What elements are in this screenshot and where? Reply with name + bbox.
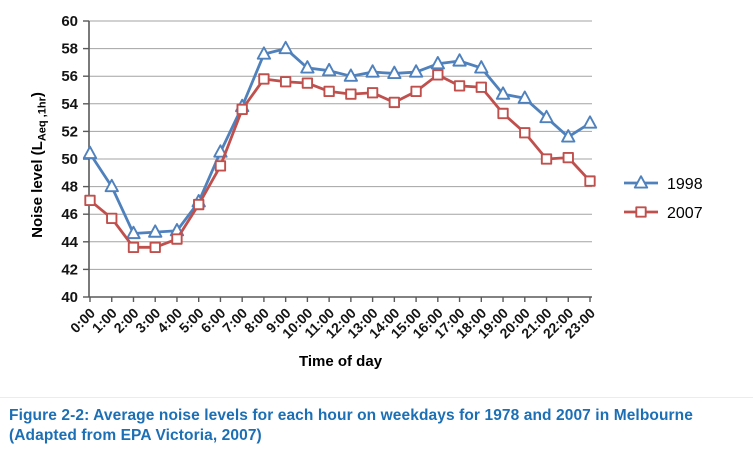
figure-caption: Figure 2-2: Average noise levels for eac… xyxy=(9,406,749,446)
legend-entry-1998: 1998 xyxy=(624,175,703,193)
square-marker xyxy=(366,87,379,99)
y-axis-title: Noise level (LAeq ,1hr) xyxy=(29,92,49,238)
square-marker xyxy=(475,81,487,93)
y-tick-label: 56 xyxy=(61,68,78,85)
triangle-marker xyxy=(495,86,511,100)
triangle-marker xyxy=(343,68,359,82)
triangle-marker xyxy=(474,60,489,74)
square-marker xyxy=(497,107,509,120)
y-tick-label: 44 xyxy=(61,234,78,251)
y-tick-label: 52 xyxy=(61,123,78,140)
square-marker xyxy=(236,103,248,115)
legend: 1998 2007 xyxy=(624,175,703,222)
triangle-marker xyxy=(256,46,272,60)
y-tick-label: 42 xyxy=(61,261,78,278)
square-marker xyxy=(323,85,335,98)
square-marker xyxy=(193,198,205,211)
triangle-marker xyxy=(321,62,337,77)
triangle-marker xyxy=(387,65,402,79)
y-tick-label: 40 xyxy=(61,289,78,306)
noise-level-line-chart: 40 42 44 46 48 50 52 54 56 58 60 0:001:002:003:004:… xyxy=(29,13,703,370)
triangle-marker xyxy=(365,64,380,78)
square-marker xyxy=(453,80,466,92)
square-marker xyxy=(127,241,140,253)
square-marker xyxy=(301,77,314,89)
x-axis-ticks: 0:001:002:003:004:005:006:007:008:009:00… xyxy=(67,297,598,341)
triangle-marker xyxy=(561,129,576,143)
legend-label: 1998 xyxy=(667,176,703,193)
square-marker xyxy=(584,175,596,187)
legend-entry-2007: 2007 xyxy=(624,205,703,222)
y-tick-label: 54 xyxy=(61,96,78,113)
triangle-marker xyxy=(300,60,315,74)
square-marker xyxy=(519,127,531,139)
triangle-marker xyxy=(213,144,228,158)
square-marker xyxy=(635,206,647,218)
square-marker xyxy=(410,85,422,98)
square-marker xyxy=(562,151,574,164)
triangle-marker xyxy=(278,40,293,55)
y-axis-ticks: 40 42 44 46 48 50 52 54 56 58 60 xyxy=(61,13,89,306)
series-2007 xyxy=(84,69,596,253)
square-marker xyxy=(432,69,444,81)
figure-caption-line2: (Adapted from EPA Victoria, 2007) xyxy=(9,427,262,444)
series-line-2007 xyxy=(88,73,592,249)
square-marker xyxy=(84,194,96,207)
square-marker xyxy=(540,153,553,165)
y-tick-label: 48 xyxy=(61,179,78,196)
legend-label: 2007 xyxy=(667,205,703,222)
x-axis-title: Time of day xyxy=(299,353,383,370)
triangle-marker xyxy=(633,175,649,189)
triangle-marker xyxy=(517,90,532,104)
series-1998 xyxy=(82,40,598,240)
square-marker xyxy=(280,76,292,88)
triangle-marker xyxy=(104,178,119,193)
triangle-marker xyxy=(148,224,163,238)
square-marker xyxy=(214,160,227,172)
figure-divider xyxy=(0,397,753,398)
triangle-marker xyxy=(430,56,445,70)
square-marker xyxy=(345,88,357,100)
triangle-marker xyxy=(582,115,598,129)
square-marker xyxy=(171,233,183,245)
square-marker xyxy=(106,212,118,224)
triangle-marker xyxy=(408,64,424,78)
figure-caption-line1: Figure 2-2: Average noise levels for eac… xyxy=(9,407,693,424)
square-marker xyxy=(258,73,270,85)
triangle-marker xyxy=(452,53,467,67)
y-tick-label: 58 xyxy=(61,41,78,58)
square-marker xyxy=(388,96,400,109)
square-marker xyxy=(149,241,161,253)
y-tick-label: 60 xyxy=(61,13,78,30)
y-tick-label: 46 xyxy=(61,206,78,223)
triangle-marker xyxy=(126,225,141,240)
triangle-marker xyxy=(539,109,554,124)
triangle-marker xyxy=(82,145,98,160)
y-tick-label: 50 xyxy=(61,151,78,168)
